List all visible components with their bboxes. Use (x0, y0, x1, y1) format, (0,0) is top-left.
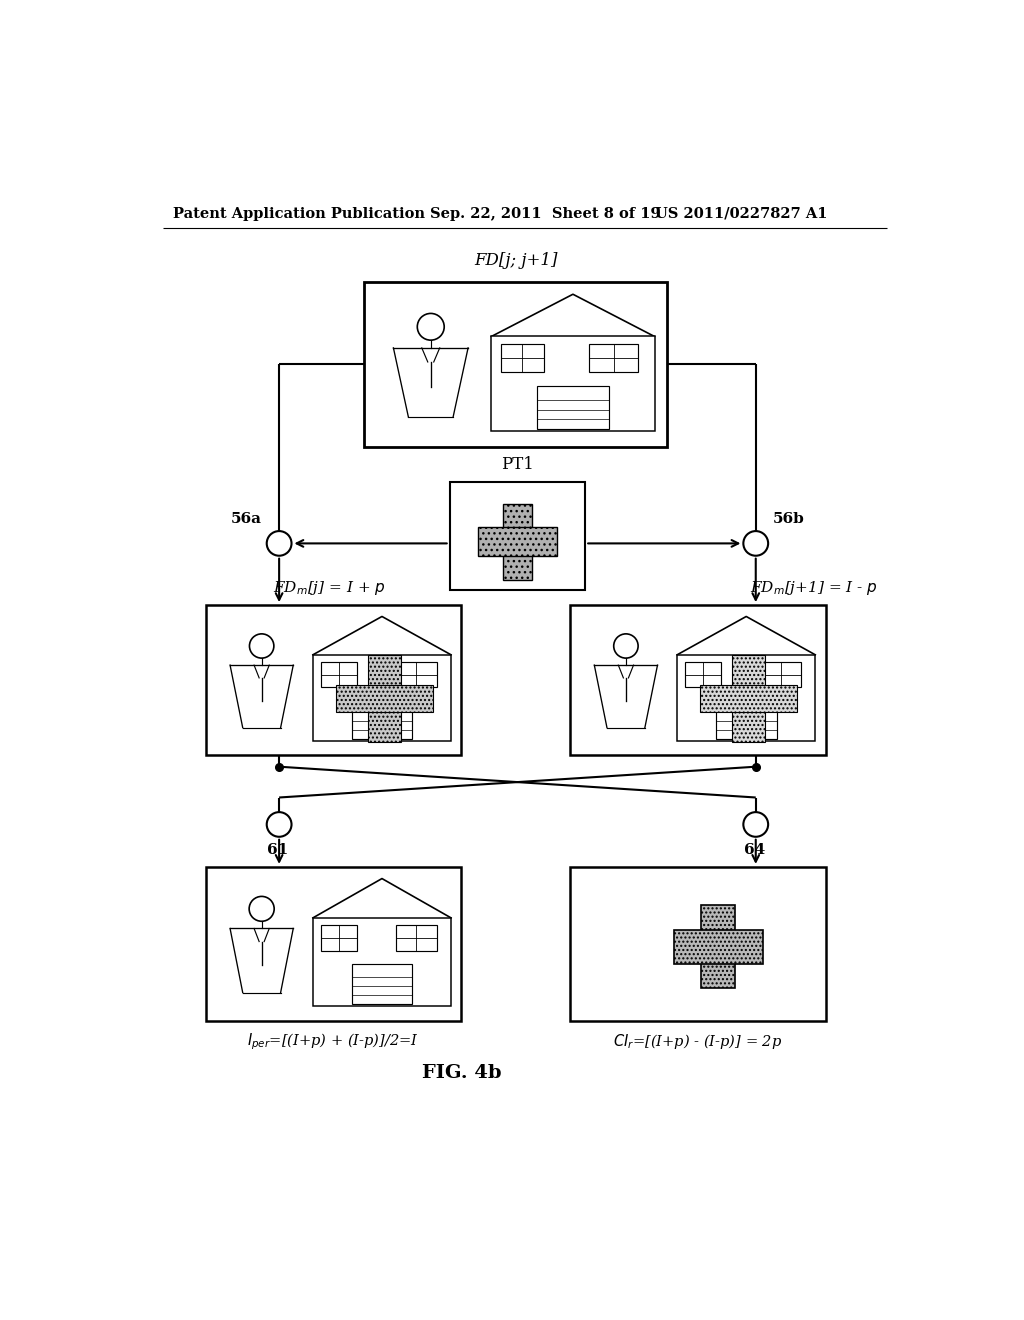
Bar (716, 700, 776, 739)
Bar (450, 482, 586, 590)
Bar (368, 655, 401, 742)
Text: 61: 61 (267, 843, 288, 857)
Bar (569, 867, 825, 1020)
Bar (322, 661, 357, 688)
Text: $CI_r$=[(I+p) - (I-p)] = 2p: $CI_r$=[(I+p) - (I-p)] = 2p (613, 1032, 782, 1051)
Circle shape (266, 531, 292, 556)
Circle shape (266, 812, 292, 837)
Bar (322, 925, 357, 952)
Bar (569, 605, 825, 755)
Bar (206, 605, 461, 755)
Bar (396, 925, 437, 952)
Bar (478, 527, 557, 557)
Circle shape (250, 634, 273, 659)
Circle shape (743, 812, 768, 837)
Bar (700, 685, 798, 711)
Bar (732, 655, 765, 742)
Bar (501, 345, 544, 372)
Bar (685, 661, 721, 688)
Text: PT1: PT1 (501, 455, 534, 473)
Bar (589, 345, 638, 372)
Bar (336, 685, 433, 711)
Bar (313, 917, 451, 1006)
Bar (492, 337, 654, 432)
Circle shape (249, 896, 274, 921)
Circle shape (613, 634, 638, 659)
Bar (760, 661, 802, 688)
Bar (351, 700, 413, 739)
Text: 56a: 56a (231, 512, 262, 527)
Text: Patent Application Publication: Patent Application Publication (173, 207, 425, 220)
Text: FD$_m$[j+1] = I - $p$: FD$_m$[j+1] = I - $p$ (750, 579, 877, 597)
Circle shape (418, 313, 444, 341)
Circle shape (743, 531, 768, 556)
Text: Sep. 22, 2011  Sheet 8 of 19: Sep. 22, 2011 Sheet 8 of 19 (430, 207, 660, 220)
Bar (701, 906, 735, 989)
Text: 64: 64 (743, 843, 765, 857)
Bar (677, 655, 815, 741)
Text: +: + (270, 533, 288, 553)
Bar (674, 929, 763, 964)
Text: +: + (270, 814, 288, 834)
Text: −: − (746, 533, 765, 553)
Bar (503, 504, 532, 579)
Text: $I_{per}$=[(I+p) + (I-p)]/2=I: $I_{per}$=[(I+p) + (I-p)]/2=I (248, 1032, 419, 1052)
Text: −: − (746, 814, 765, 834)
Bar (396, 661, 437, 688)
Bar (365, 281, 667, 447)
Bar (206, 867, 461, 1020)
Text: FD$_m$[j] = I + $p$: FD$_m$[j] = I + $p$ (273, 579, 386, 597)
Text: FIG. 4b: FIG. 4b (422, 1064, 501, 1082)
Text: US 2011/0227827 A1: US 2011/0227827 A1 (655, 207, 827, 220)
Bar (351, 964, 413, 1005)
Bar (537, 385, 609, 429)
Bar (313, 655, 451, 741)
Text: FD[j; j+1]: FD[j; j+1] (474, 252, 557, 269)
Text: 56b: 56b (773, 512, 805, 527)
